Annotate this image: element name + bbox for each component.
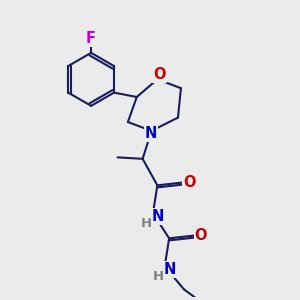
Text: N: N bbox=[152, 209, 164, 224]
Text: F: F bbox=[86, 31, 96, 46]
Text: O: O bbox=[154, 67, 166, 82]
Text: O: O bbox=[195, 228, 207, 243]
Text: N: N bbox=[145, 126, 157, 141]
Text: O: O bbox=[183, 175, 195, 190]
Text: N: N bbox=[164, 262, 176, 277]
Text: H: H bbox=[153, 270, 164, 283]
Text: H: H bbox=[141, 217, 152, 230]
